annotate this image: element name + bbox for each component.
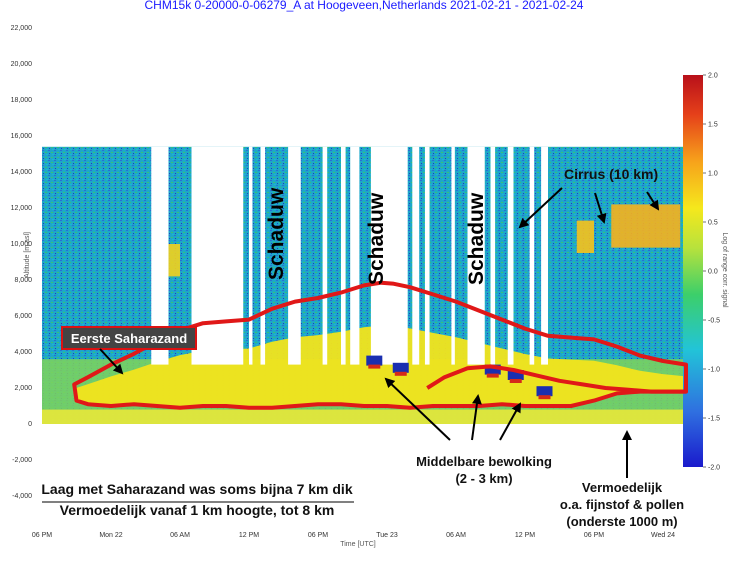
colorbar-tick-label: 2.0 [708,73,718,80]
x-tick-label: Wed 24 [651,532,675,539]
annotation-dust-line2: Vermoedelijk vanaf 1 km hoogte, tot 8 km [60,502,335,518]
y-tick-label: 12,000 [11,205,33,212]
x-tick-label: Mon 22 [99,532,122,539]
y-tick-label: -2,000 [12,457,32,464]
data-gap [490,146,496,365]
arrow-mid-cloud-1 [384,377,451,441]
annotation-mid-cloud-line2: (2 - 3 km) [455,471,512,486]
x-tick-label: 06 PM [584,532,604,539]
surface-layer [42,409,686,424]
first-sahara-box [61,326,197,350]
colorbar-tick-label: -2.0 [708,465,720,472]
saharan-dust-outline [72,280,688,410]
annotation-first-sahara: Eerste Saharazand [71,331,187,346]
x-tick-label: 06 PM [308,532,328,539]
data-gap [288,146,301,365]
annotation-fine-line3: (onderste 1000 m) [566,514,677,529]
y-tick-label: 10,000 [11,241,33,248]
data-gap [322,146,328,365]
x-tick-label: 12 PM [515,532,535,539]
y-tick-label: 14,000 [11,169,33,176]
y-tick-label: -4,000 [12,493,32,500]
chart-title: CHM15k 0-20000-0-06279_A at Hoogeveen,Ne… [145,0,584,12]
y-tick-label: 18,000 [11,97,33,104]
data-gap [412,146,420,365]
annotation-fine-line2: o.a. fijnstof & pollen [560,497,684,512]
y-tick-label: 4,000 [14,349,32,356]
colorbar-gradient [683,75,703,467]
y-tick-label: 22,000 [11,25,33,32]
x-tick-label: 06 AM [170,532,190,539]
colorbar-tick-label: -0.5 [708,318,720,325]
data-gap [529,146,535,365]
arrow-cirrus-3 [646,191,660,211]
dust-inner-outline [426,364,686,394]
dust-outline [72,280,688,410]
annotation-dust-line1: Laag met Saharazand was soms bijna 7 km … [41,481,352,497]
data-gap [370,146,408,365]
x-tick-label: 06 AM [446,532,466,539]
data-gap [341,146,346,365]
cirrus-band [611,204,681,248]
colorbar-tick-label: 1.5 [708,122,718,129]
y-axis-ticks: 22,000 20,000 18,000 16,000 14,000 12,000 10,0… [11,25,33,500]
arrow-mid-cloud-2 [471,394,482,441]
colorbar-tick-label: -1.0 [708,367,720,374]
annotation-shadow-3: Schaduw [465,192,488,285]
colorbar-label: Log of range corr. signal [721,232,728,308]
arrow-cirrus-2 [594,192,607,224]
x-tick-label: 12 PM [239,532,259,539]
arrow-mid-cloud-3 [499,402,521,441]
y-tick-label: 16,000 [11,133,33,140]
mid-cloud-core [486,373,499,378]
data-gap [191,146,244,365]
colorbar-tick-label: -1.5 [708,416,720,423]
data-gap [424,146,430,365]
cirrus-patch [576,220,594,253]
data-gap [507,146,514,365]
colorbar-tick-label: 0.0 [708,269,718,276]
mid-cloud-base [484,364,501,375]
mid-cloud-core [509,379,522,383]
y-tick-label: 2,000 [14,385,32,392]
y-axis-label: Altitude [m asl] [24,232,31,278]
mid-cloud-base [507,370,524,380]
data-gap [451,146,455,365]
mid-cloud-base [392,362,409,373]
annotation-cirrus: Cirrus (10 km) [564,166,658,182]
data-gap [350,146,360,365]
data-gap [151,146,169,365]
mid-cloud-base [366,355,383,366]
mid-cloud-core [538,395,551,400]
data-gap [249,146,253,365]
data-gap [541,146,548,365]
x-axis-ticks: 06 PM Mon 22 06 AM 12 PM 06 PM Tue 23 06 AM 12 … [32,532,675,539]
x-axis-label: Time [UTC] [340,541,376,548]
annotation-shadow-1: Schaduw [265,187,288,280]
y-tick-label: 0 [28,421,32,428]
x-tick-label: Tue 23 [376,532,398,539]
data-gap [260,146,266,365]
y-tick-label: 8,000 [14,277,32,284]
colorbar-tick-label: 0.5 [708,220,718,227]
annotation-mid-cloud-line1: Middelbare bewolking [416,454,552,469]
x-tick-label: 06 PM [32,532,52,539]
y-tick-label: 6,000 [14,313,32,320]
colorbar-tick-label: 1.0 [708,171,718,178]
mid-cloud-base [536,386,553,397]
arrow-cirrus-1 [518,187,563,229]
arrow-first-sahara [99,348,124,375]
annotation-shadow-2: Schaduw [365,192,388,285]
colorbar: 2.0 1.5 1.0 0.5 0.0 -0.5 -1.0 -1.5 -2.0 [683,73,720,472]
y-tick-label: 20,000 [11,61,33,68]
mid-cloud-core [394,371,407,376]
annotation-fine-line1: Vermoedelijk [582,480,663,495]
mid-cloud-core [368,364,381,369]
